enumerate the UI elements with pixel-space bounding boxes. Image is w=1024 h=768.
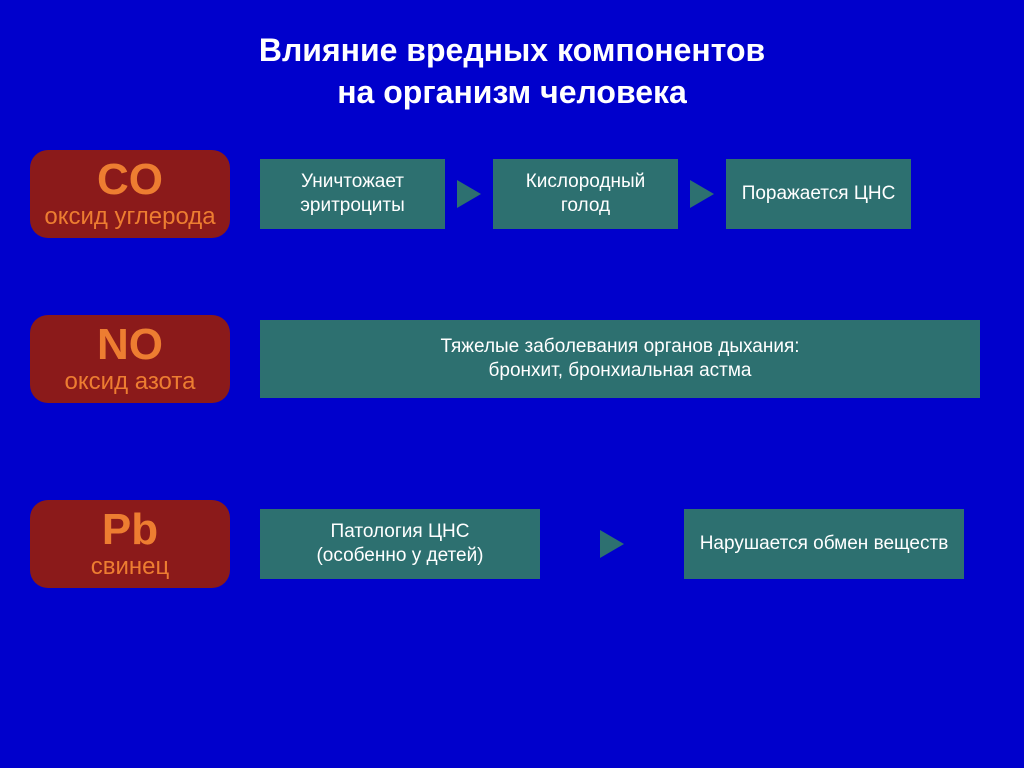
arrow-icon xyxy=(457,180,481,208)
arrow-icon xyxy=(600,530,624,558)
substance-no: NO оксид азота xyxy=(30,315,230,403)
effect-pb-2: Нарушается обмен веществ xyxy=(684,509,964,579)
formula-co: CO xyxy=(97,158,163,202)
row-co: CO оксид углерода Уничтожает эритроциты … xyxy=(30,150,911,238)
substance-co: CO оксид углерода xyxy=(30,150,230,238)
row-pb: Pb свинец Патология ЦНС(особенно у детей… xyxy=(30,500,964,588)
formula-pb: Pb xyxy=(102,508,158,552)
row-no: NO оксид азота Тяжелые заболевания орган… xyxy=(30,315,980,403)
formula-no: NO xyxy=(97,323,163,367)
effect-co-3: Поражается ЦНС xyxy=(726,159,911,229)
substance-pb: Pb свинец xyxy=(30,500,230,588)
effect-co-2: Кислородный голод xyxy=(493,159,678,229)
effect-co-1: Уничтожает эритроциты xyxy=(260,159,445,229)
arrow-icon xyxy=(690,180,714,208)
page-title: Влияние вредных компонентовна организм ч… xyxy=(0,0,1024,113)
name-pb: свинец xyxy=(91,554,170,580)
name-co: оксид углерода xyxy=(44,204,215,230)
effect-no-1: Тяжелые заболевания органов дыхания:брон… xyxy=(260,320,980,398)
effect-pb-1: Патология ЦНС(особенно у детей) xyxy=(260,509,540,579)
name-no: оксид азота xyxy=(65,369,196,395)
